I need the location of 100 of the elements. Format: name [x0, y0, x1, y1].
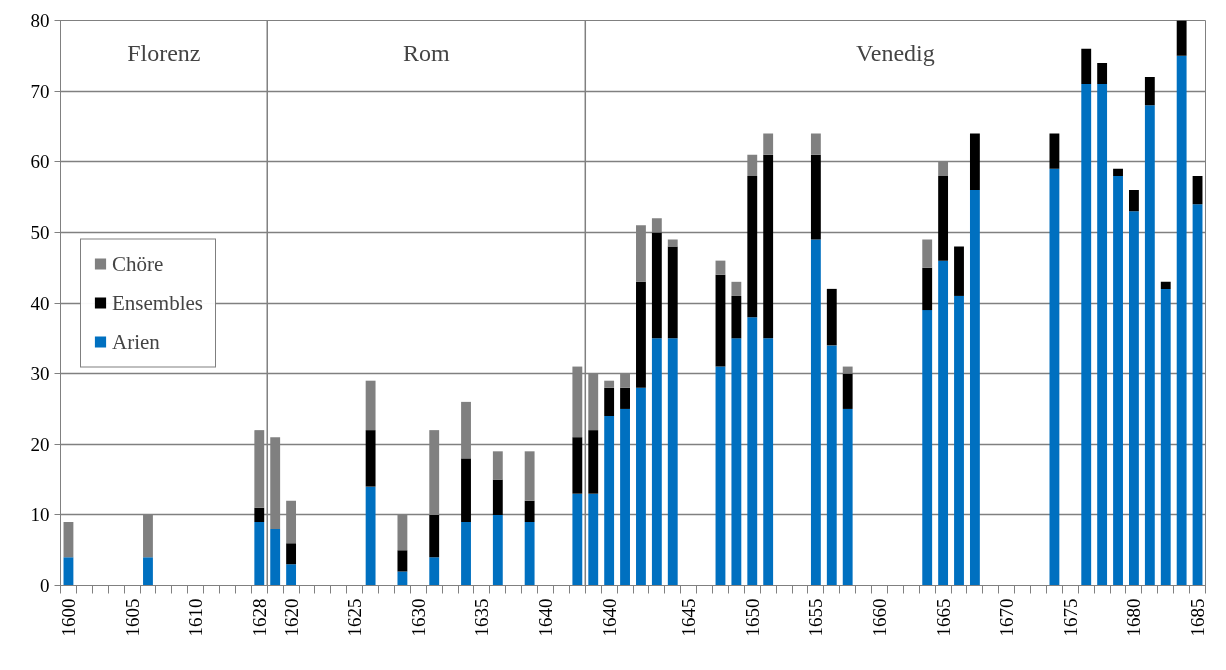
x-tick-label: 1600: [57, 598, 79, 637]
bar: [286, 564, 297, 586]
annotation: Rom: [402, 39, 450, 66]
bar: [588, 493, 599, 586]
bar: [604, 416, 615, 586]
bar: [254, 430, 265, 508]
bar: [429, 557, 440, 586]
bar: [270, 529, 281, 586]
bar: [763, 154, 774, 339]
y-tick-label: 50: [30, 221, 50, 243]
bar: [731, 281, 742, 296]
bar: [492, 479, 503, 515]
bar: [63, 521, 74, 558]
x-tick-label: 1625: [344, 598, 366, 637]
bar: [63, 557, 74, 586]
bar: [143, 557, 153, 586]
bar: [938, 175, 949, 261]
bar: [461, 458, 471, 522]
bar: [604, 387, 615, 416]
bar: [969, 133, 980, 190]
bar: [254, 507, 265, 522]
bar: [620, 387, 630, 409]
bar: [667, 338, 678, 586]
bar: [1049, 133, 1060, 169]
bar: [922, 239, 933, 268]
bar: [763, 338, 774, 586]
bar: [620, 373, 630, 388]
x-tick-label: 1640: [535, 598, 557, 637]
bar: [1129, 211, 1139, 586]
bar: [1113, 175, 1123, 586]
bar: [747, 317, 758, 586]
bar: [1192, 204, 1203, 586]
bar: [922, 267, 933, 311]
x-tick-label: 1628: [248, 598, 270, 637]
x-tick-label: 1630: [407, 598, 429, 637]
bar: [1144, 105, 1155, 586]
bar: [461, 521, 471, 586]
x-tick-label: 1665: [932, 598, 954, 637]
x-tick-label: 1655: [805, 598, 827, 637]
bar: [572, 366, 583, 438]
x-tick-label: 1610: [185, 598, 207, 637]
bar: [1160, 281, 1171, 289]
bar: [461, 401, 471, 459]
legend-label: Ensembles: [112, 290, 203, 315]
bar: [1160, 288, 1171, 586]
bar: [842, 408, 853, 586]
x-tick-label: 1670: [996, 598, 1018, 637]
bar: [842, 366, 853, 374]
bar: [763, 133, 774, 155]
x-tick-label: 1640: [598, 598, 620, 637]
bar: [524, 521, 535, 586]
bar: [826, 345, 837, 586]
bar: [1176, 55, 1187, 586]
bar: [954, 246, 964, 296]
bar: [365, 380, 376, 431]
bar: [922, 310, 933, 586]
y-tick-label: 40: [30, 292, 50, 314]
y-tick-label: 30: [30, 363, 50, 385]
bar: [397, 550, 408, 572]
bar: [810, 239, 821, 586]
bar: [254, 521, 265, 586]
legend-label: Arien: [112, 329, 160, 354]
bar: [524, 500, 535, 522]
bar: [636, 281, 646, 388]
bar: [969, 190, 980, 586]
x-tick-label: 1635: [471, 598, 493, 637]
bar: [588, 373, 599, 431]
bar: [492, 451, 503, 480]
bar: [1081, 84, 1092, 586]
bar: [636, 387, 646, 586]
bar: [1144, 77, 1155, 106]
bar: [365, 430, 376, 487]
x-tick-label: 1660: [868, 598, 890, 637]
bar: [1129, 190, 1139, 212]
bar: [572, 493, 583, 586]
bar: [667, 246, 678, 339]
bar: [365, 486, 376, 586]
bar: [429, 514, 440, 558]
bar: [1097, 84, 1108, 586]
bar: [667, 239, 678, 247]
bar: [731, 295, 742, 339]
x-tick-label: 1650: [741, 598, 763, 637]
bar: [524, 451, 535, 501]
bar: [397, 571, 408, 586]
bar: [810, 133, 821, 155]
y-tick-label: 70: [30, 80, 50, 102]
bar: [810, 154, 821, 240]
bar: [286, 543, 297, 565]
legend-label: Chöre: [112, 251, 164, 276]
bar: [1081, 48, 1092, 85]
bar: [651, 232, 662, 339]
bar: [1049, 168, 1060, 586]
bar: [588, 430, 599, 494]
bar: [1176, 20, 1187, 56]
bar: [636, 225, 646, 282]
y-tick-label: 80: [30, 10, 50, 31]
x-tick-label: 1645: [678, 598, 700, 637]
bar: [842, 373, 853, 409]
bar: [747, 154, 758, 176]
bar: [826, 288, 837, 346]
